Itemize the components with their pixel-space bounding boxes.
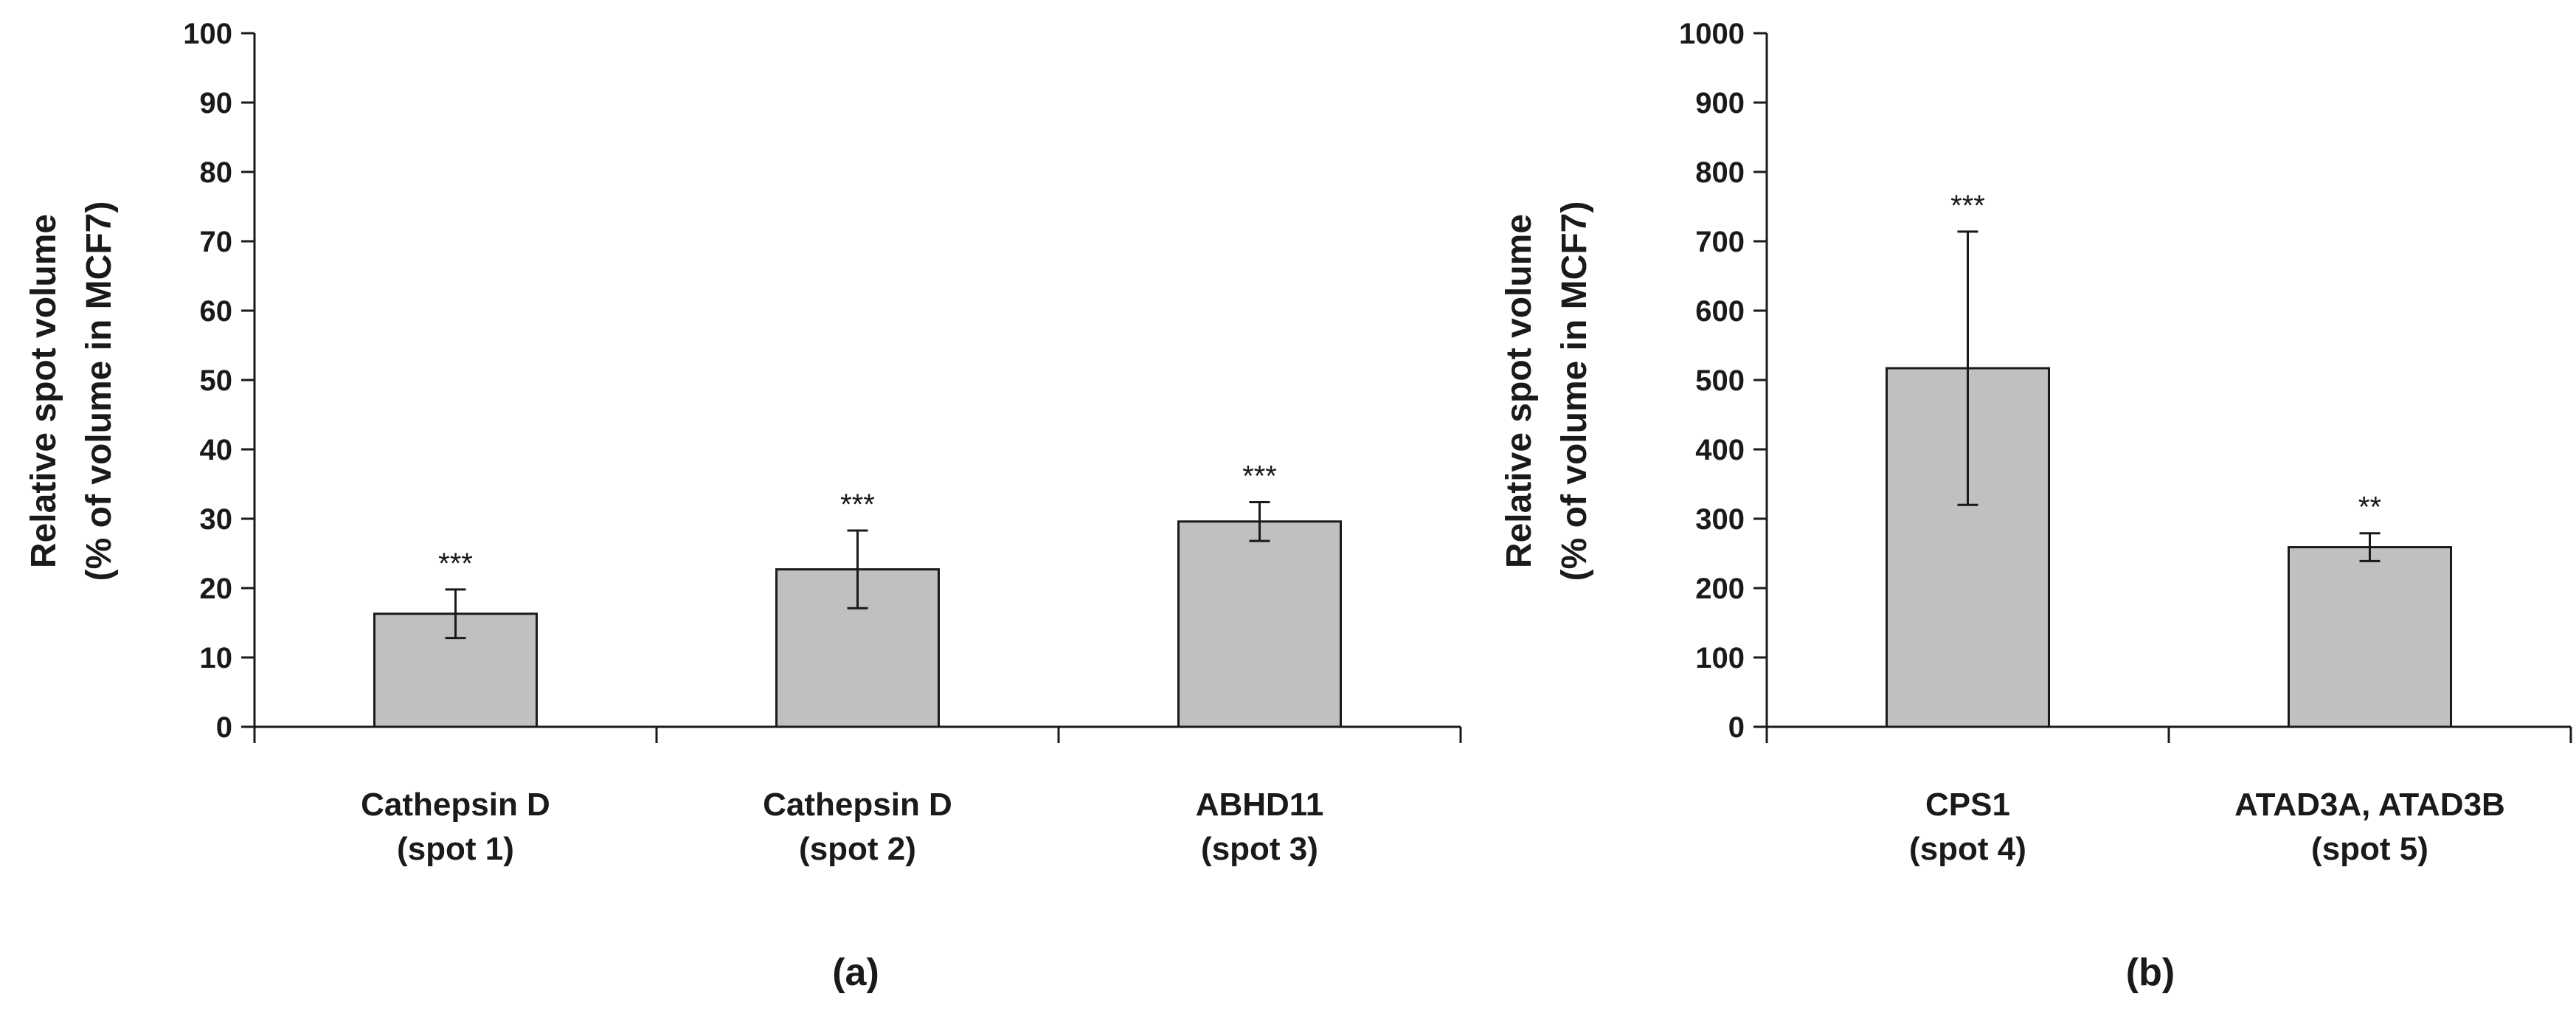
category-sublabel: (spot 2) [799,831,916,867]
y-tick-label: 60 [200,295,233,328]
y-tick-label: 0 [1728,711,1745,744]
y-tick-label: 20 [200,573,233,605]
y-tick-label: 700 [1695,226,1745,258]
y-tick-label: 40 [200,434,233,466]
y-tick-label: 800 [1695,156,1745,189]
y-tick-label: 900 [1695,87,1745,120]
chart-panel-b: 0 100 200 300 400 500 600 700 800 900 1000 *** CPS1 (… [1500,18,2572,994]
y-tick-label: 70 [200,226,233,258]
y-tick-label: 200 [1695,573,1745,605]
bar [1177,520,1342,728]
category-sublabel: (spot 5) [2311,831,2428,867]
y-tick-label: 400 [1695,434,1745,466]
y-tick-label: 80 [200,156,233,189]
y-tick-label: 500 [1695,365,1745,397]
y-tick-label: 30 [200,503,233,536]
chart-panel-a: 0 10 20 30 40 50 60 70 80 90 100 *** Cathepsin D (spo… [24,18,1462,994]
y-tick-label: 90 [200,87,233,120]
category-label: CPS1 [1925,787,2010,823]
category-sublabel: (spot 3) [1201,831,1318,867]
panel-label: (b) [2126,951,2175,994]
y-tick-label: 0 [216,711,232,744]
significance-label: *** [1242,460,1277,492]
y-axis-label: (% of volume in MCF7) [1555,201,1594,581]
category-label: Cathepsin D [361,787,550,823]
y-tick-label: 100 [183,18,232,50]
y-tick-label: 50 [200,365,233,397]
y-tick-label: 600 [1695,295,1745,328]
y-axis-label: Relative spot volume [1500,214,1539,568]
y-axis-label: (% of volume in MCF7) [80,201,119,581]
y-tick-label: 1000 [1679,18,1745,50]
significance-label: *** [438,548,473,580]
y-axis-label: Relative spot volume [24,214,63,568]
category-sublabel: (spot 1) [397,831,514,867]
category-sublabel: (spot 4) [1909,831,2026,867]
category-label: ATAD3A, ATAD3B [2234,787,2505,823]
y-tick-label: 300 [1695,503,1745,536]
significance-label: ** [2358,491,2381,524]
panel-label: (a) [832,951,879,994]
significance-label: *** [1950,190,1985,222]
bar [2288,546,2452,728]
y-tick-label: 100 [1695,642,1745,674]
category-label: Cathepsin D [763,787,952,823]
significance-label: *** [840,488,875,521]
y-tick-label: 10 [200,642,233,674]
category-label: ABHD11 [1196,787,1324,823]
